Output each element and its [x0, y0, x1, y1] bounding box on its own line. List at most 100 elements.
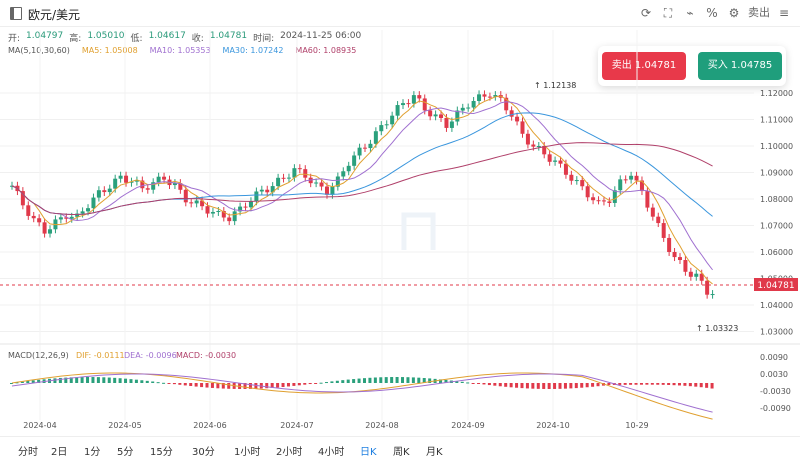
timeframe-5[interactable]: 30分 [192, 447, 215, 458]
timeframe-3[interactable]: 5分 [117, 447, 134, 458]
candle [69, 216, 74, 219]
macd-bar [482, 383, 486, 385]
candle [433, 114, 438, 117]
candle [102, 190, 107, 193]
candle [107, 188, 112, 193]
timeframe-2[interactable]: 1分 [84, 447, 101, 458]
macd-bar [319, 382, 323, 384]
macd-bar [80, 377, 84, 383]
current-price-value: 1.04781 [757, 281, 794, 291]
sell-tool-button[interactable]: 卖出 [748, 6, 770, 19]
macd-bar [113, 377, 117, 383]
candle [96, 190, 101, 198]
macd-bar [422, 378, 426, 383]
macd-bar [390, 377, 394, 383]
candle [324, 186, 329, 195]
macd-bar [243, 383, 247, 389]
macd-bar [75, 377, 79, 383]
candle [411, 95, 416, 104]
candle [216, 211, 221, 213]
macd-bar [607, 383, 611, 386]
candle [455, 110, 460, 122]
candle [471, 101, 476, 108]
candle [667, 237, 672, 252]
candle [48, 229, 53, 234]
candle [677, 257, 682, 261]
candle [390, 115, 395, 125]
candle [639, 180, 644, 192]
candle [395, 105, 400, 116]
macd-bar [194, 383, 198, 387]
candle [656, 216, 661, 224]
macd-bar [297, 383, 301, 386]
candle [520, 121, 525, 134]
fullscreen-icon[interactable]: ⛶ [663, 6, 673, 20]
macd-bar [547, 383, 551, 389]
macd-dea: DEA: -0.0096 [124, 351, 177, 360]
timeframe-8[interactable]: 4小时 [318, 447, 345, 458]
candles [10, 90, 715, 299]
timeframe-11[interactable]: 月K [426, 447, 443, 458]
candle [493, 95, 498, 97]
macd-axis: 0.0090 0.0030 -0.0030 -0.0090 [760, 353, 791, 413]
price-tick: 1.03000 [760, 328, 793, 337]
timeframe-4[interactable]: 15分 [150, 447, 173, 458]
candle [75, 213, 80, 217]
candlestick-chart[interactable]: ⊓ 1.12000 1.11000 1.10000 1.09000 1.08000 1.0… [0, 0, 800, 436]
candle [248, 201, 253, 208]
timeframe-6[interactable]: 1小时 [234, 447, 261, 458]
ma-legend: MA(5,10,30,60) MA5: 1.05008 MA10: 1.0535… [8, 46, 356, 55]
macd-bar [672, 383, 676, 386]
macd-bar [487, 383, 491, 386]
menu-icon[interactable]: ≡ [778, 6, 790, 20]
ma60-value: MA60: 1.08935 [295, 46, 357, 55]
high-mark-label: ↑ 1.12138 [534, 81, 576, 90]
timeframe-7[interactable]: 2小时 [276, 447, 303, 458]
timeframe-9[interactable]: 日K [360, 447, 377, 458]
settings-icon[interactable]: ⚙ [728, 6, 740, 20]
candle [574, 180, 579, 182]
percent-icon[interactable]: % [706, 6, 718, 20]
macd-bar [466, 382, 470, 384]
refresh-icon[interactable]: ⟳ [640, 6, 652, 20]
candle [129, 181, 134, 183]
candle [384, 124, 389, 126]
macd-bar [53, 378, 57, 383]
sell-button[interactable]: 卖出 1.04781 [602, 52, 686, 80]
macd-bar [395, 377, 399, 383]
candle [151, 182, 156, 190]
candle [401, 103, 406, 106]
candle [525, 133, 530, 145]
macd-bar [107, 377, 111, 383]
candle [580, 180, 585, 187]
macd-bar [189, 383, 193, 387]
macd-bar [569, 383, 573, 389]
buy-button[interactable]: 买入 1.04785 [698, 52, 782, 80]
candle [210, 211, 215, 214]
timeframe-10[interactable]: 周K [393, 447, 410, 458]
macd-bar [379, 377, 383, 383]
ma10-value: MA10: 1.05353 [149, 46, 211, 55]
macd-bar [585, 383, 589, 388]
candle [259, 189, 264, 192]
candle [281, 177, 286, 179]
date-tick: 2024-07 [280, 421, 313, 430]
panel-toggle-icon[interactable] [10, 7, 22, 20]
macd-bar [26, 381, 30, 383]
macd-bar [216, 383, 220, 389]
candle [439, 114, 444, 119]
timeframe-1[interactable]: 2日 [51, 447, 68, 458]
open-value: 1.04797 [26, 31, 64, 41]
ma5-line [11, 95, 713, 285]
candle [265, 189, 270, 193]
candle [406, 103, 411, 105]
macd-label: MACD(12,26,9) [8, 351, 69, 360]
indicator-icon[interactable]: ⌁ [686, 6, 694, 20]
candle [286, 177, 291, 179]
timeframe-0[interactable]: 分时 [18, 447, 38, 458]
macd-bar [710, 383, 714, 389]
macd-bar [471, 383, 475, 384]
candle [449, 121, 454, 128]
macd-bar [31, 380, 35, 383]
candle [352, 155, 357, 166]
